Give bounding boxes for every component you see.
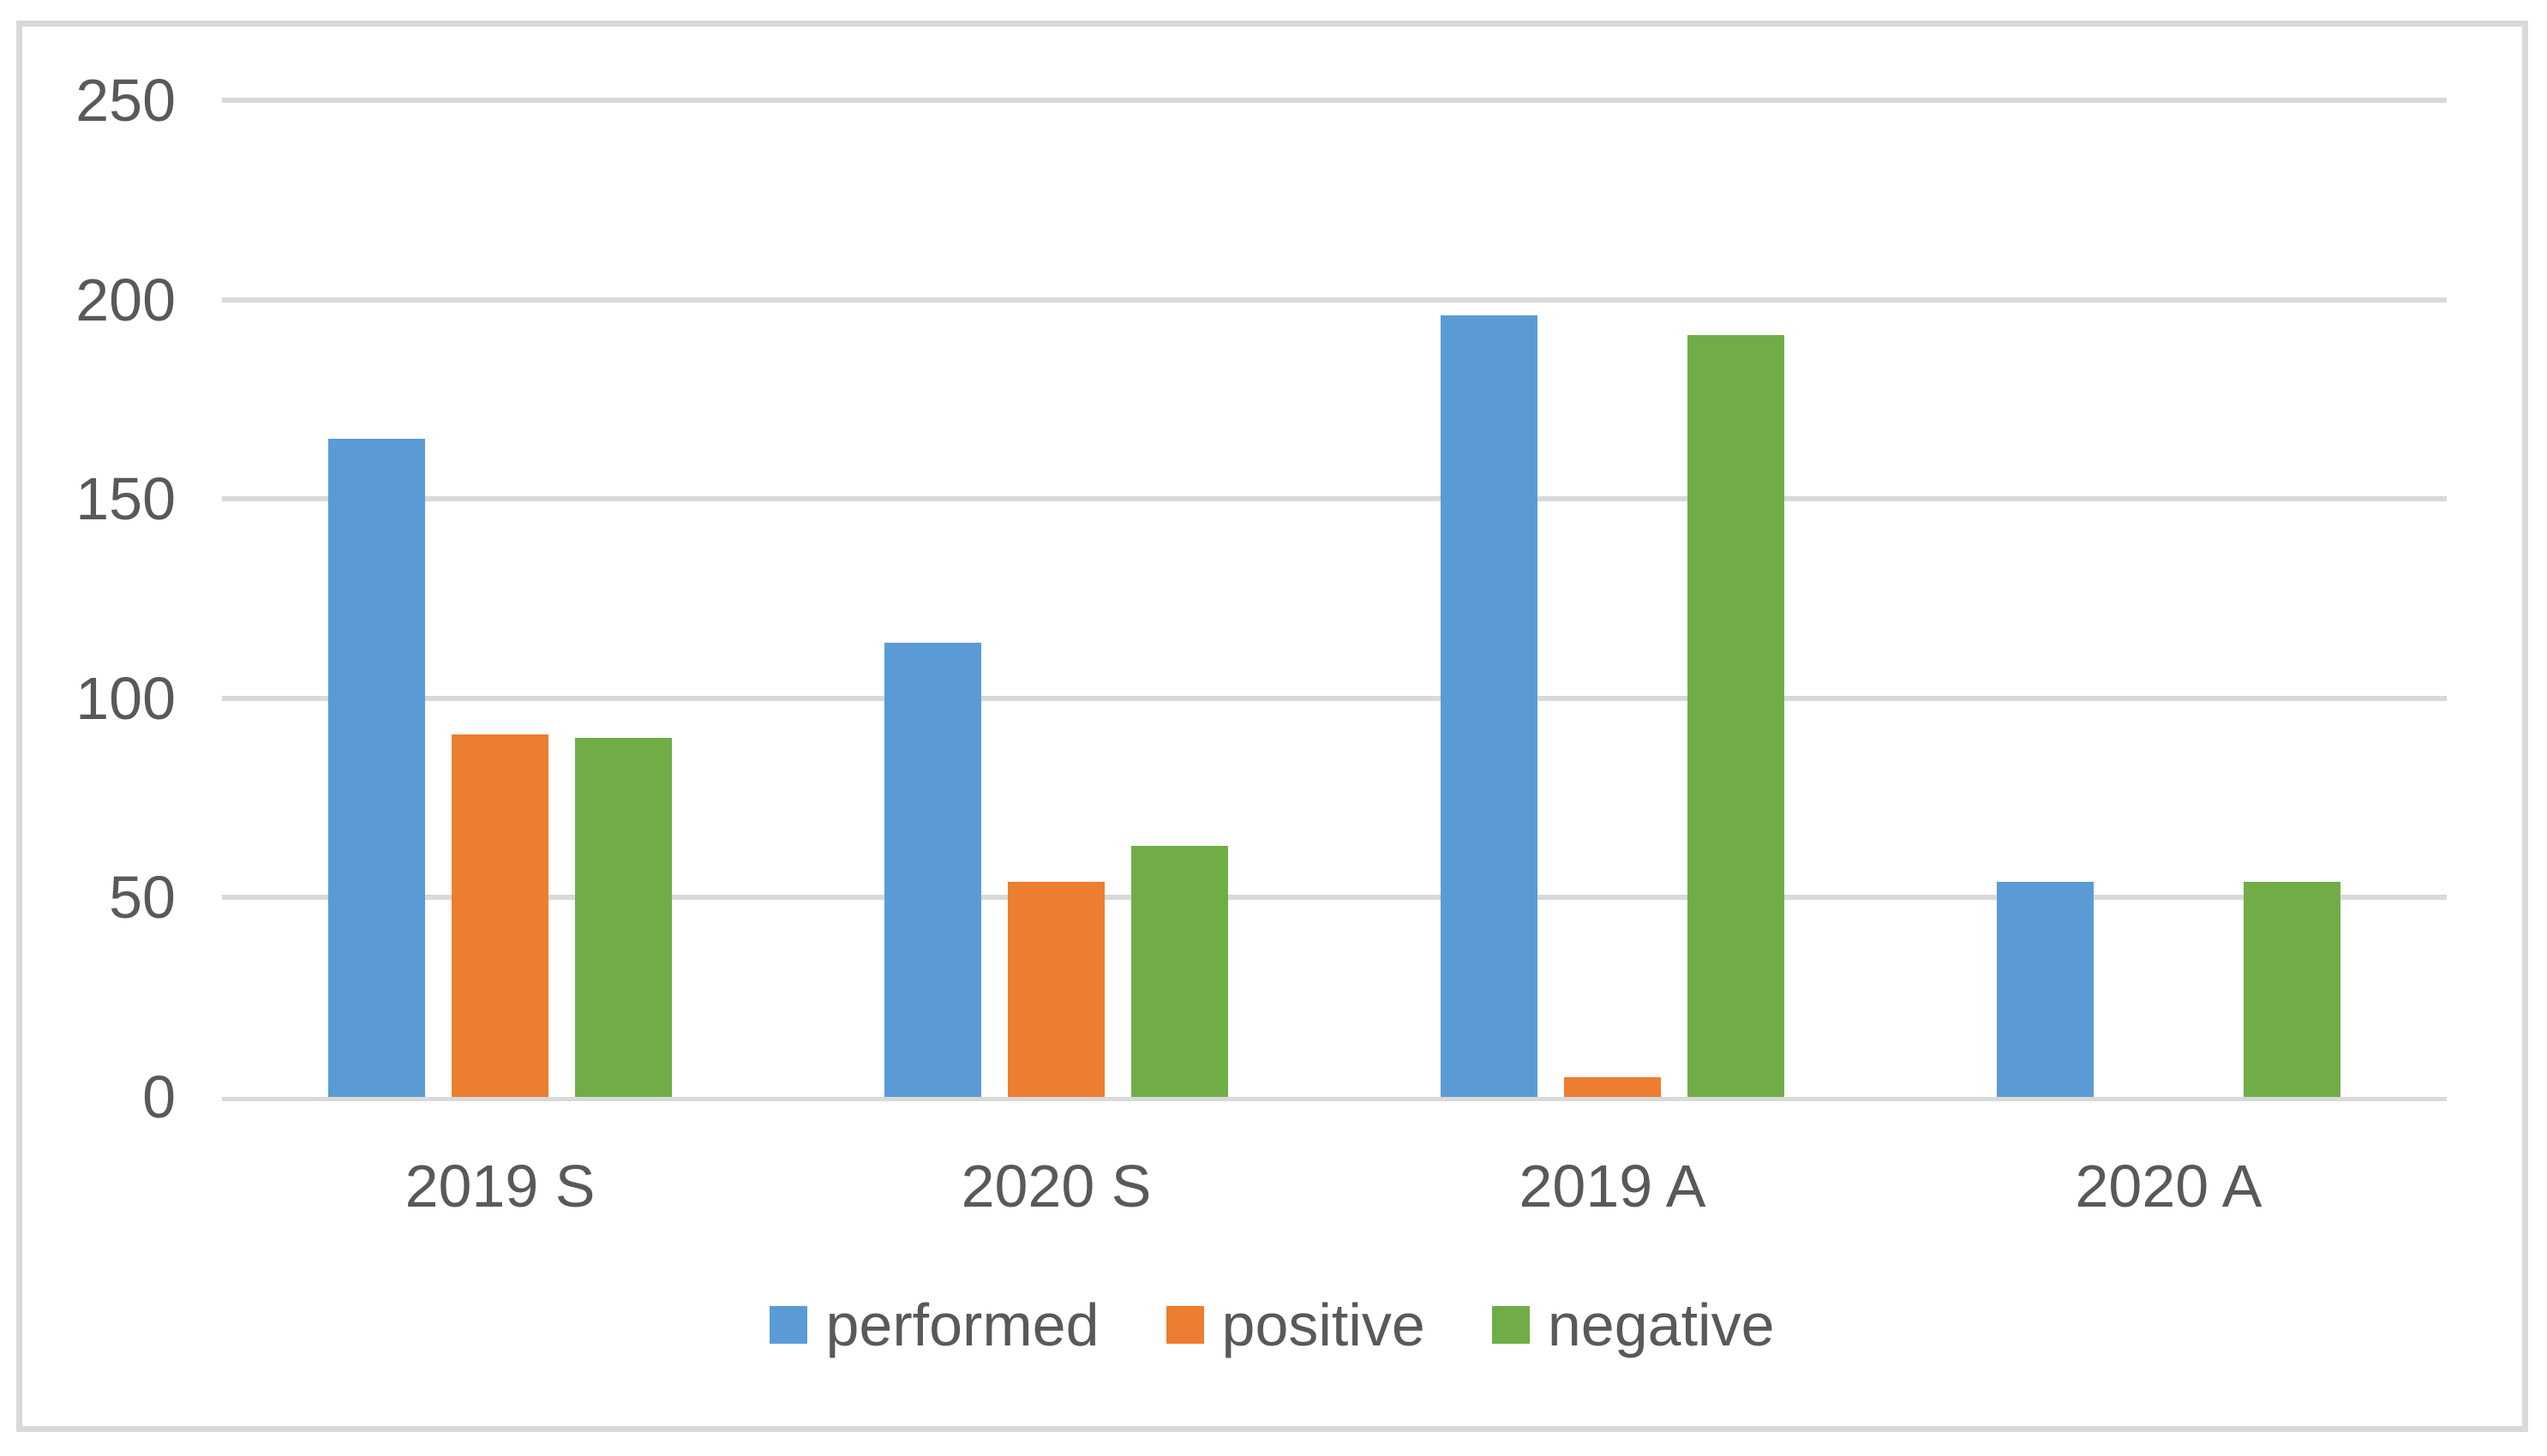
bar-performed-2019-S [328,439,425,1097]
figure-border [16,21,2528,1432]
legend-marker-performed [770,1306,808,1344]
x-axis-category-label-2020-A: 2020 A [2075,1153,2262,1219]
legend-label-negative: negative [1547,1291,1775,1358]
plot-area: 0 50 100 150 200 250 2019 S 2020 S 2019 A 2020 A [75,70,2447,1216]
legend-label-positive: positive [1221,1291,1425,1358]
legend-marker-positive [1166,1306,1204,1344]
gridline-50 [222,895,2447,901]
y-axis-tick-label-0: 0 [142,1064,176,1130]
legend-item-performed: performed [770,1291,1100,1358]
x-axis-category-label-2019-S: 2019 S [405,1153,596,1219]
bar-positive-2019-S [452,734,548,1097]
bar-positive-2019-A [1564,1076,1661,1097]
y-axis-tick-label-150: 150 [75,465,176,533]
legend-item-positive: positive [1166,1295,1425,1355]
x-axis-category-label-2019-A: 2019 A [1519,1153,1706,1219]
bar-negative-2019-A [1687,335,1784,1097]
bar-performed-2020-A [1997,881,2094,1097]
gridline-200 [222,297,2447,303]
gridline-150 [222,496,2447,502]
y-axis-tick-label-200: 200 [75,266,176,333]
gridline-250 [222,98,2447,103]
gridline-100 [222,695,2447,701]
chart-legend: performed positive negative [16,1295,2528,1355]
legend-label-performed: performed [825,1291,1100,1358]
legend-item-negative: negative [1491,1291,1775,1358]
x-axis-line [222,1097,2447,1101]
y-axis-tick-label-250: 250 [75,67,176,134]
x-axis-category-label-2020-S: 2020 S [961,1153,1152,1219]
bar-positive-2020-S [1008,881,1105,1097]
bar-negative-2020-A [2244,881,2340,1097]
bar-performed-2020-S [884,642,981,1097]
legend-marker-negative [1491,1306,1530,1344]
bar-performed-2019-A [1441,315,1537,1097]
bar-negative-2019-S [575,738,672,1097]
y-axis-tick-label-50: 50 [109,864,176,932]
bar-negative-2020-S [1131,845,1228,1097]
y-axis-tick-label-100: 100 [75,664,176,732]
